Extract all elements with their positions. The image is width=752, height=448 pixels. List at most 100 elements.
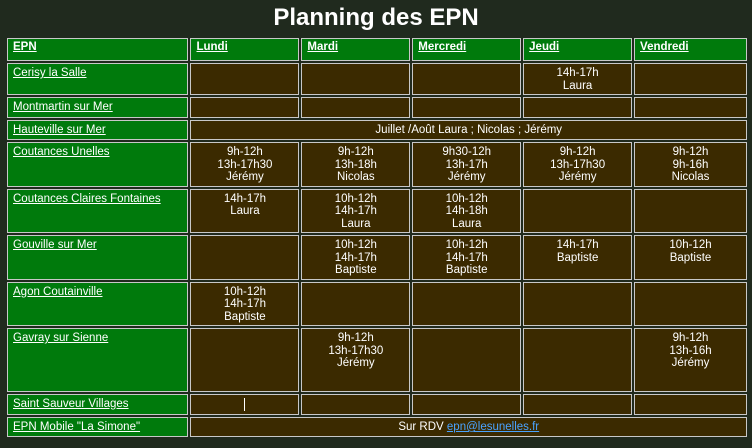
epn-link[interactable]: Gavray sur Sienne	[13, 332, 109, 344]
epn-name-cell[interactable]: Coutances Unelles	[7, 142, 189, 187]
span-text: Sur RDV	[398, 421, 447, 433]
epn-link[interactable]: Saint Sauveur Villages	[13, 398, 129, 410]
schedule-cell: 9h30-12h 13h-17h Jérémy	[412, 142, 522, 187]
email-link[interactable]: epn@lesunelles.fr	[446, 421, 540, 433]
epn-link[interactable]: Coutances Claires Fontaines	[13, 192, 161, 205]
schedule-line: 10h-12h	[445, 192, 488, 205]
schedule-line: Baptiste	[224, 310, 266, 323]
epn-link[interactable]: Montmartin sur Mer	[13, 101, 113, 113]
span-cell: Juillet /Août Laura ; Nicolas ; Jérémy	[190, 119, 747, 140]
schedule-cell	[523, 97, 633, 118]
schedule-cell	[190, 63, 300, 95]
epn-name-cell[interactable]: Hauteville sur Mer	[7, 119, 189, 140]
header-mercredi-link[interactable]: Mercredi	[418, 41, 467, 53]
table-row: Hauteville sur Mer Juillet /Août Laura ; …	[7, 119, 747, 140]
epn-name-cell[interactable]: Gavray sur Sienne	[7, 328, 189, 392]
schedule-line: 13h-17h30	[550, 158, 606, 171]
schedule-cell: 9h-12h 13h-17h30 Jérémy	[301, 328, 411, 392]
schedule-cell: 14h-17h Laura	[190, 188, 300, 233]
header-epn-link[interactable]: EPN	[13, 41, 37, 53]
epn-link[interactable]: Gouville sur Mer	[13, 239, 97, 251]
header-epn[interactable]: EPN	[7, 38, 189, 61]
schedule-line: Jérémy	[447, 171, 486, 183]
text-caret	[244, 398, 246, 411]
schedule-line: Baptiste	[335, 264, 377, 276]
table-row: Saint Sauveur Villages	[7, 394, 747, 415]
schedule-line: 9h30-12h	[442, 146, 492, 158]
schedule-cell: 10h-12h 14h-17h Laura	[301, 188, 411, 233]
table-row: Gouville sur Mer 10h-12h 14h-17h Baptiste 10…	[7, 235, 747, 280]
schedule-line: Laura	[562, 79, 593, 92]
epn-name-cell[interactable]: Coutances Claires Fontaines	[7, 188, 189, 233]
table-row: Cerisy la Salle 14h-17h Laura	[7, 63, 747, 95]
header-jeudi-link[interactable]: Jeudi	[529, 41, 560, 53]
epn-name-cell[interactable]: Cerisy la Salle	[7, 63, 189, 95]
schedule-cell	[190, 97, 300, 118]
epn-link[interactable]: Agon Coutainville	[13, 285, 103, 298]
schedule-cell	[301, 281, 411, 326]
epn-name-cell[interactable]: Saint Sauveur Villages	[7, 394, 189, 415]
schedule-cell	[523, 188, 633, 233]
schedule-cell	[634, 97, 747, 118]
planning-table: EPN Lundi Mardi Mercredi Jeudi Vendredi …	[5, 36, 749, 439]
schedule-line: Laura	[341, 217, 371, 230]
schedule-line: 9h-12h	[227, 146, 263, 158]
page-title: Planning des EPN	[273, 4, 479, 31]
schedule-line: 14h-17h	[334, 205, 377, 217]
schedule-line: 10h-12h	[334, 192, 377, 205]
schedule-cell: 9h-12h 9h-16h Nicolas	[634, 142, 747, 187]
schedule-cell	[523, 281, 633, 326]
header-lundi-link[interactable]: Lundi	[196, 41, 228, 53]
schedule-cell	[301, 97, 411, 118]
schedule-line: 14h-17h	[556, 239, 599, 251]
schedule-cell: 9h-12h 13h-16h Jérémy	[634, 328, 747, 392]
epn-name-cell[interactable]: Agon Coutainville	[7, 281, 189, 326]
schedule-cell	[412, 97, 522, 118]
header-mardi[interactable]: Mardi	[301, 38, 411, 61]
span-cell: Sur RDV epn@lesunelles.fr	[190, 416, 747, 437]
schedule-line: 9h-16h	[672, 158, 709, 171]
schedule-cell	[634, 281, 747, 326]
schedule-cell	[634, 394, 747, 415]
epn-link[interactable]: Hauteville sur Mer	[13, 123, 106, 136]
table-row: Gavray sur Sienne 9h-12h 13h-17h30 Jérémy 9h…	[7, 328, 747, 392]
schedule-line: Jérémy	[226, 171, 264, 183]
epn-link[interactable]: EPN Mobile "La Simone"	[13, 420, 141, 433]
epn-link[interactable]: Cerisy la Salle	[13, 67, 87, 79]
schedule-cell: 9h-12h 13h-17h30 Jérémy	[523, 142, 633, 187]
epn-name-cell[interactable]: EPN Mobile "La Simone"	[7, 416, 189, 437]
header-jeudi[interactable]: Jeudi	[523, 38, 633, 61]
schedule-line: 10h-12h	[445, 239, 488, 251]
epn-name-cell[interactable]: Gouville sur Mer	[7, 235, 189, 280]
schedule-cell: 10h-12h 14h-18h Laura	[412, 188, 522, 233]
schedule-cell: 10h-12h Baptiste	[634, 235, 747, 280]
epn-link[interactable]: Coutances Unelles	[13, 146, 110, 158]
schedule-line: 14h-17h	[334, 251, 377, 264]
schedule-cell	[301, 63, 411, 95]
schedule-line: 14h-18h	[445, 205, 488, 217]
schedule-line: Nicolas	[671, 171, 710, 183]
schedule-line: 9h-12h	[337, 146, 374, 158]
epn-name-cell[interactable]: Montmartin sur Mer	[7, 97, 189, 118]
header-mardi-link[interactable]: Mardi	[307, 41, 339, 53]
schedule-line: Laura	[230, 205, 260, 217]
schedule-line: 9h-12h	[559, 146, 596, 158]
schedule-line: 14h-17h	[556, 67, 599, 79]
header-lundi[interactable]: Lundi	[190, 38, 300, 61]
span-text: Juillet /Août Laura ; Nicolas ; Jérémy	[375, 124, 563, 136]
table-row: Montmartin sur Mer	[7, 97, 747, 118]
schedule-line: Baptiste	[669, 251, 712, 264]
table-row: Coutances Claires Fontaines 14h-17h Laura 1…	[7, 188, 747, 233]
schedule-cell	[412, 63, 522, 95]
schedule-line: Jérémy	[558, 171, 597, 183]
schedule-cell: 10h-12h 14h-17h Baptiste	[190, 281, 300, 326]
schedule-cell	[523, 394, 633, 415]
schedule-line: 13h-17h30	[328, 344, 384, 357]
schedule-cell	[190, 235, 300, 280]
table-row: Agon Coutainville 10h-12h 14h-17h Baptiste	[7, 281, 747, 326]
header-vendredi-link[interactable]: Vendredi	[640, 41, 689, 53]
header-mercredi[interactable]: Mercredi	[412, 38, 522, 61]
header-vendredi[interactable]: Vendredi	[634, 38, 747, 61]
schedule-cell	[634, 188, 747, 233]
schedule-line: Baptiste	[556, 251, 599, 264]
